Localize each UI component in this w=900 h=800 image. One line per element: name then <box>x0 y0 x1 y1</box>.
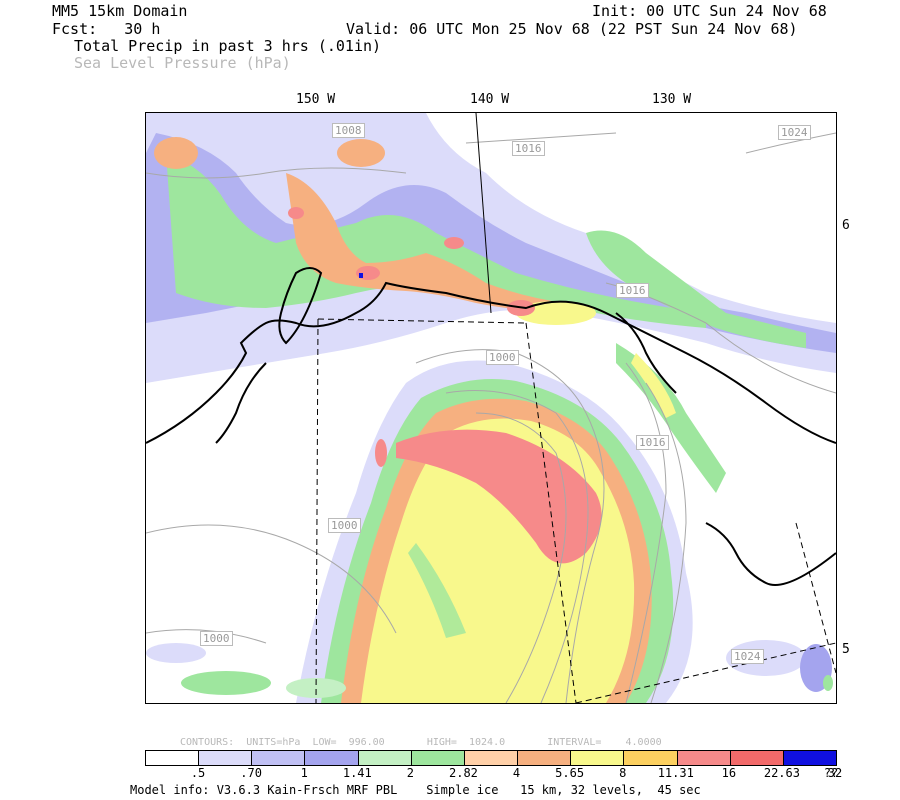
isobar-label: 1016 <box>636 435 669 450</box>
isobar-label: 1024 <box>731 649 764 664</box>
colorbar-tick-label: ?? <box>823 766 839 780</box>
colorbar-tick-label: 1.41 <box>342 766 372 780</box>
isobar-label: 1016 <box>616 283 649 298</box>
isobar-label: 1000 <box>328 518 361 533</box>
field-precip-title: Total Precip in past 3 hrs (.01in) <box>74 37 382 55</box>
contour-info: CONTOURS: UNITS=hPa LOW= 996.00 HIGH= 10… <box>180 737 662 748</box>
colorbar-swatch <box>252 751 306 765</box>
domain-title: MM5 15km Domain <box>52 2 188 20</box>
isobar-label: 1024 <box>778 125 811 140</box>
lon-label-140w: 140 W <box>470 92 510 107</box>
precip-map: 1008 1016 1024 1016 1000 1016 1000 1000 … <box>145 112 837 704</box>
colorbar-tick-label: 32 <box>827 766 843 780</box>
init-time: Init: 00 UTC Sun 24 Nov 68 <box>592 2 827 20</box>
isobar-label: 1016 <box>512 141 545 156</box>
colorbar-swatch <box>305 751 359 765</box>
colorbar-swatch <box>783 751 837 765</box>
colorbar-tick-label: 2 <box>406 766 414 780</box>
colorbar <box>145 750 837 766</box>
colorbar-tick-label: 8 <box>619 766 627 780</box>
lon-label-130w: 130 W <box>652 92 692 107</box>
precip-north-bands <box>146 113 836 493</box>
colorbar-tick-label: 11.31 <box>657 766 694 780</box>
colorbar-swatch <box>146 751 200 765</box>
colorbar-swatch <box>199 751 253 765</box>
colorbar-swatch <box>358 751 412 765</box>
precip-main-shield <box>296 360 693 703</box>
colorbar-tick-label: .70 <box>240 766 262 780</box>
graticule-lines <box>315 113 836 703</box>
field-slp-title: Sea Level Pressure (hPa) <box>74 54 291 72</box>
colorbar-swatch <box>571 751 625 765</box>
isobar-label: 1000 <box>486 350 519 365</box>
colorbar-swatch <box>730 751 784 765</box>
map-canvas <box>146 113 836 703</box>
colorbar-tick-label: 16 <box>721 766 737 780</box>
colorbar-swatch <box>411 751 465 765</box>
colorbar-swatch <box>624 751 678 765</box>
model-info: Model info: V3.6.3 Kain-Frsch MRF PBL Si… <box>130 783 701 797</box>
precip-fringes <box>146 640 833 698</box>
colorbar-swatch <box>677 751 731 765</box>
valid-time: Valid: 06 UTC Mon 25 Nov 68 (22 PST Sun … <box>346 20 798 38</box>
colorbar-tick-label: 4 <box>512 766 521 780</box>
colorbar-tick-label: 1 <box>300 766 308 780</box>
lat-label-lower: 5 <box>842 642 850 657</box>
forecast-hour: Fcst: 30 h <box>52 20 161 38</box>
isobar-label: 1000 <box>200 631 233 646</box>
isobar-label: 1008 <box>332 123 365 138</box>
colorbar-tick-label: 22.63 <box>763 766 800 780</box>
colorbar-tick-label: .5 <box>190 766 206 780</box>
coastline <box>146 267 836 586</box>
lat-label-upper: 6 <box>842 218 850 233</box>
colorbar-tick-label: 5.65 <box>555 766 585 780</box>
colorbar-tick-label: 2.82 <box>449 766 478 780</box>
lon-label-150w: 150 W <box>296 92 336 107</box>
colorbar-swatch <box>464 751 519 765</box>
colorbar-swatch <box>518 751 572 765</box>
